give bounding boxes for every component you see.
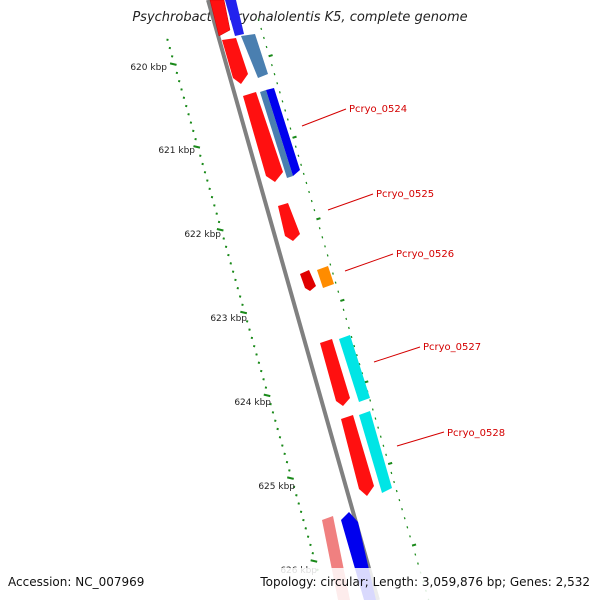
gene-label[interactable]: Pcryo_0526 [396, 249, 454, 260]
accession-text: Accession: NC_007969 [8, 575, 145, 589]
gene-label[interactable]: Pcryo_0527 [423, 342, 481, 353]
gene-feature[interactable] [317, 266, 334, 288]
outer-ruler-dashes [257, 18, 430, 600]
ruler-tick-label: 624 kbp [234, 398, 271, 408]
genome-backbone [206, 0, 380, 600]
outer-ruler-dash [411, 543, 417, 547]
ruler-tick-label: 620 kbp [130, 63, 167, 73]
ruler-tick-label: 625 kbp [258, 482, 295, 492]
outer-ruler-dash [387, 461, 393, 466]
gene-feature[interactable] [266, 88, 300, 176]
ruler-dashes [166, 38, 319, 571]
ruler-tick-label: 622 kbp [184, 230, 221, 240]
gene-label[interactable]: Pcryo_0524 [349, 104, 407, 115]
gene-feature[interactable] [243, 92, 283, 182]
gene-labels: Pcryo_0524 Pcryo_0525 Pcryo_0526 Pcryo_0… [349, 104, 505, 439]
footer-band [0, 568, 600, 600]
outer-ruler-dash [268, 54, 273, 58]
ruler-dash [169, 62, 177, 66]
ruler-dash [310, 559, 318, 563]
gene-feature[interactable] [320, 339, 350, 406]
gene-feature[interactable] [209, 0, 231, 37]
gene-feature[interactable] [222, 38, 248, 84]
gene-feature[interactable] [300, 270, 316, 291]
outer-ruler-dash [292, 135, 297, 139]
gene-feature[interactable] [241, 34, 268, 78]
ruler-dash [263, 393, 271, 398]
gene-label[interactable]: Pcryo_0525 [376, 189, 434, 200]
gene-feature[interactable] [341, 415, 374, 496]
ruler-tick-label: 623 kbp [210, 314, 247, 324]
ruler-tick-label: 621 kbp [158, 146, 195, 156]
gene-features [209, 0, 392, 600]
gene-feature[interactable] [278, 203, 300, 241]
gene-label[interactable]: Pcryo_0528 [447, 428, 505, 439]
gene-feature[interactable] [225, 0, 244, 36]
gene-feature[interactable] [260, 90, 293, 178]
outer-ruler-dash [316, 217, 321, 221]
genome-summary-text: Topology: circular; Length: 3,059,876 bp… [260, 575, 590, 589]
gene-feature[interactable] [339, 335, 370, 402]
ruler-dash [240, 310, 248, 315]
gene-feature[interactable] [359, 411, 392, 493]
outer-ruler-dash [340, 298, 345, 302]
gene-leader-lines [301, 108, 445, 447]
ruler-dash [193, 145, 201, 149]
ruler-dash [286, 476, 294, 480]
ruler-dash [216, 227, 224, 232]
